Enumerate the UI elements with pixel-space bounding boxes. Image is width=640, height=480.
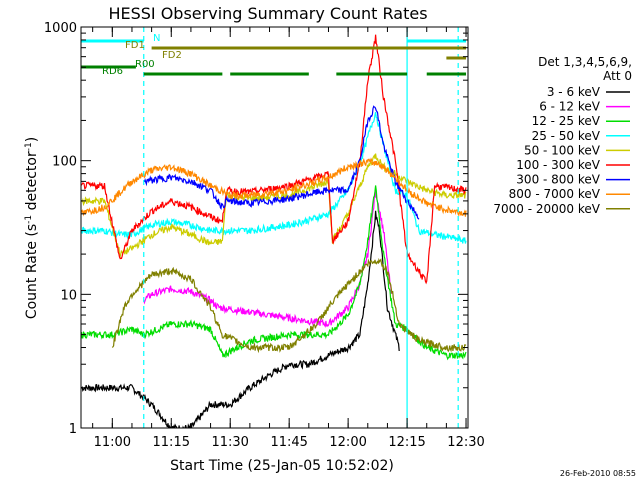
legend-header: Det 1,3,4,5,6,9, <box>538 55 632 69</box>
legend-label-1: 6 - 12 keV <box>539 100 601 114</box>
state-bar-label-rd6: RD6 <box>102 66 123 77</box>
x-tick-label-1: 11:15 <box>153 435 190 450</box>
chart-title: HESSI Observing Summary Count Rates <box>108 4 427 23</box>
legend-label-3: 25 - 50 keV <box>532 129 601 143</box>
x-tick-label-6: 12:30 <box>447 435 484 450</box>
legend-header-attenuator: Att 0 <box>603 69 632 83</box>
x-axis-label: Start Time (25-Jan-05 10:52:02) <box>170 458 394 474</box>
series-line-7 <box>81 157 467 217</box>
legend-label-2: 12 - 25 keV <box>532 114 601 128</box>
legend-label-7: 800 - 7000 keV <box>509 187 601 201</box>
y-tick-label-3: 1000 <box>44 21 77 36</box>
legend-label-0: 3 - 6 keV <box>547 85 601 99</box>
series-line-1 <box>143 187 392 328</box>
y-tick-label-0: 1 <box>69 422 77 437</box>
generation-timestamp: 26-Feb-2010 08:55 <box>560 469 636 478</box>
legend-label-4: 50 - 100 keV <box>524 143 601 157</box>
legend-label-8: 7000 - 20000 keV <box>493 202 600 216</box>
y-tick-label-2: 100 <box>52 155 77 170</box>
x-tick-label-0: 11:00 <box>94 435 131 450</box>
legend-label-6: 300 - 800 keV <box>516 173 600 187</box>
state-bar-label-n: N <box>153 33 160 44</box>
x-tick-label-5: 12:15 <box>388 435 425 450</box>
y-tick-label-1: 10 <box>60 288 77 303</box>
state-bar-label-fd2: FD2 <box>162 50 182 61</box>
series-line-5 <box>81 34 467 285</box>
series-line-2 <box>81 185 467 361</box>
series-group <box>81 34 467 428</box>
x-tick-label-4: 12:00 <box>329 435 366 450</box>
x-tick-label-3: 11:45 <box>270 435 307 450</box>
state-bar-label-r00: R00 <box>135 59 155 70</box>
state-bar-label-fd1: FD1 <box>125 40 145 51</box>
series-line-6 <box>143 105 420 220</box>
plot-frame <box>80 26 469 429</box>
series-line-4 <box>81 153 467 259</box>
series-line-8 <box>111 257 467 354</box>
series-line-0 <box>81 210 400 428</box>
x-tick-label-2: 11:30 <box>211 435 248 450</box>
legend-label-5: 100 - 300 keV <box>516 158 600 172</box>
y-axis-label: Count Rate (s-1 detector-1) <box>24 137 40 319</box>
